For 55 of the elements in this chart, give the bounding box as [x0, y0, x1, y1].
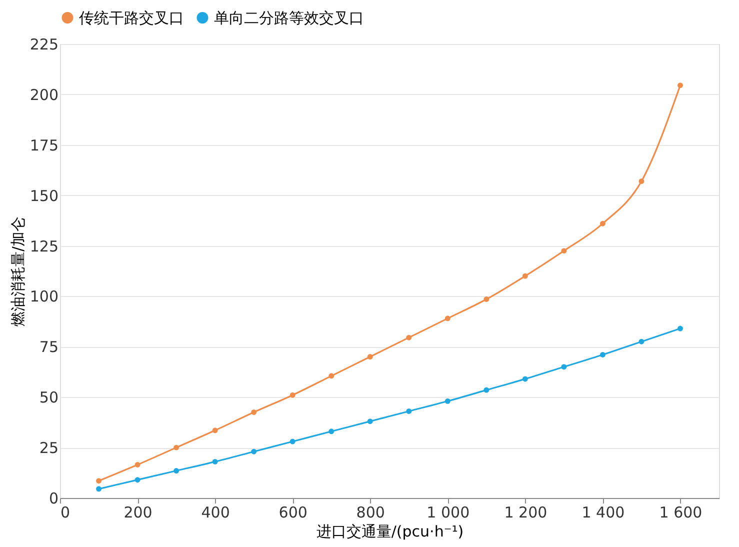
- point: [444, 398, 450, 404]
- point: [212, 428, 218, 434]
- y-tick-label: 50: [39, 388, 58, 407]
- point: [677, 326, 683, 332]
- x-tick-label: 1 200: [504, 504, 548, 522]
- point: [328, 428, 334, 434]
- point: [444, 316, 450, 322]
- y-tick-label: 100: [30, 288, 58, 306]
- x-tick-label: 0: [60, 504, 70, 522]
- x-axis-title: 进口交通量/(pcu·h⁻¹): [316, 522, 464, 540]
- point: [251, 410, 257, 415]
- point: [367, 354, 373, 360]
- legend-label: 单向二分路等效交叉口: [214, 8, 364, 27]
- point: [174, 468, 180, 474]
- point: [290, 392, 296, 398]
- x-tick-label: 200: [124, 504, 152, 522]
- y-tick-label: 225: [30, 36, 58, 54]
- point: [406, 408, 412, 414]
- x-tick-label: 1 400: [582, 504, 625, 522]
- x-tick-label: 800: [356, 504, 385, 522]
- y-tick-label: 25: [39, 439, 58, 458]
- point: [484, 387, 490, 393]
- y-tick-label: 75: [39, 338, 58, 356]
- point: [367, 418, 373, 424]
- point: [174, 444, 180, 450]
- point: [638, 178, 644, 184]
- point: [134, 462, 140, 468]
- legend-label: 传统干路交叉口: [79, 8, 184, 27]
- point: [96, 486, 102, 492]
- point: [522, 273, 528, 279]
- y-tick-label: 0: [48, 490, 58, 508]
- x-tick-label: 1 000: [426, 504, 470, 522]
- y-tick-label: 175: [30, 136, 58, 154]
- point: [290, 438, 296, 444]
- y-axis-title: 燃油消耗量/加仑: [8, 216, 27, 327]
- point: [212, 458, 218, 464]
- point: [134, 477, 140, 483]
- point: [522, 376, 528, 382]
- point: [561, 364, 567, 370]
- point: [677, 82, 683, 88]
- y-tick-label: 150: [30, 186, 58, 205]
- point: [484, 296, 490, 302]
- point: [96, 478, 102, 484]
- x-tick-label: 600: [278, 504, 308, 522]
- point: [638, 338, 644, 344]
- point: [406, 334, 412, 340]
- x-tick-label: 400: [201, 504, 230, 522]
- point: [600, 220, 606, 226]
- point: [251, 448, 257, 454]
- y-tick-label: 200: [30, 86, 58, 104]
- point: [561, 248, 567, 254]
- x-tick-label: 1 600: [659, 504, 702, 522]
- y-tick-label: 125: [30, 237, 58, 256]
- point: [328, 373, 334, 379]
- point: [600, 352, 606, 358]
